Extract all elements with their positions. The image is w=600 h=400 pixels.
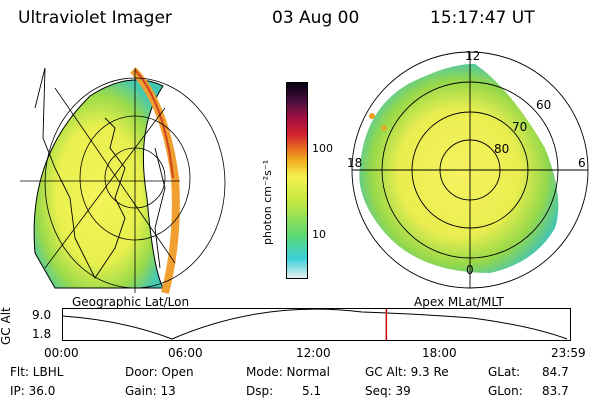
earth-disc	[33, 79, 164, 289]
door-info: Door: Open	[125, 365, 194, 379]
date-label: 03 Aug 00	[272, 8, 360, 28]
time-label: 15:17:47 UT	[430, 8, 535, 28]
mlt-label-18: 18	[347, 156, 363, 170]
mlat-label-80: 80	[494, 142, 510, 156]
orbit-xtick-4: 23:59	[551, 346, 586, 360]
auroral-oval	[359, 63, 559, 274]
colorbar	[286, 82, 308, 279]
mlt-label-0: 0	[466, 263, 474, 277]
mlat-label-70: 70	[512, 120, 528, 134]
colorbar-label: photon cm⁻²s⁻¹	[261, 159, 274, 245]
glon-label: GLon:	[488, 384, 523, 398]
orbit-xtick-3: 18:00	[422, 346, 457, 360]
geographic-image-panel	[20, 67, 226, 294]
seq-info: Seq: 39	[365, 384, 411, 398]
orbit-xtick-0: 00:00	[44, 346, 79, 360]
glat-value: 84.7	[542, 365, 569, 379]
ip-info: IP: 36.0	[10, 384, 56, 398]
filter-info: Flt: LBHL	[10, 365, 64, 379]
orbit-xtick-1: 06:00	[168, 346, 203, 360]
orbit-ytick-min: 1.8	[32, 327, 52, 341]
orbit-ytick-max: 9.0	[32, 308, 52, 322]
mlat-label-60: 60	[536, 98, 552, 112]
colorbar-tick-10: 10	[312, 228, 326, 241]
coastline	[34, 67, 126, 279]
orbit-altitude-plot	[62, 308, 571, 341]
left-panel-caption: Geographic Lat/Lon	[72, 295, 190, 309]
orbit-xtick-2: 12:00	[296, 346, 331, 360]
polar-image-panel	[351, 51, 589, 289]
glon-value: 83.7	[542, 384, 569, 398]
dsp-label: Dsp:	[246, 384, 274, 398]
altitude-curve	[62, 308, 568, 340]
orbit-ylabel: GC Alt	[0, 307, 13, 345]
mlt-label-12: 12	[465, 49, 481, 63]
lat-lon-grid	[20, 68, 226, 293]
mlat-grid	[351, 51, 589, 289]
glat-label: GLat:	[488, 365, 521, 379]
colorbar-tick-100: 100	[312, 142, 333, 155]
instrument-title: Ultraviolet Imager	[18, 8, 172, 28]
dsp-value: 5.1	[302, 384, 322, 398]
gain-info: Gain: 13	[125, 384, 176, 398]
right-panel-caption: Apex MLat/MLT	[414, 295, 504, 309]
mode-info: Mode: Normal	[246, 365, 330, 379]
mlt-label-6: 6	[578, 156, 586, 170]
gc-alt-info: GC Alt: 9.3 Re	[365, 365, 449, 379]
